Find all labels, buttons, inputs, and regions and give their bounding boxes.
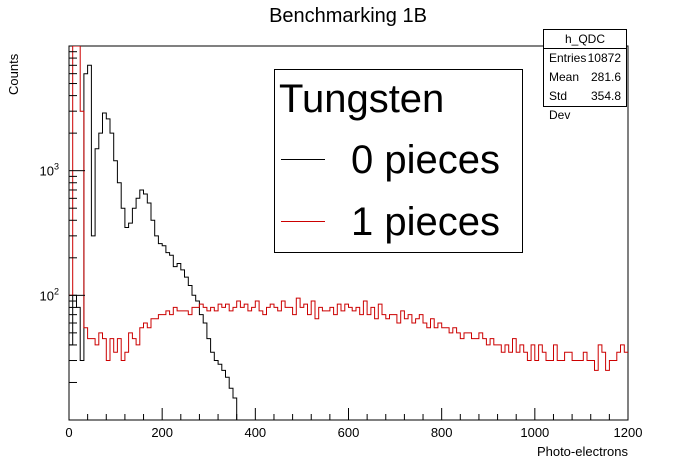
legend-swatch-black xyxy=(281,159,325,160)
legend-label: 1 pieces xyxy=(351,200,500,244)
stats-label: Entries xyxy=(549,51,587,65)
stats-value: 10872 xyxy=(587,51,621,65)
axis-layer: 0 200 400 600 800 1000 1200 102 103 xyxy=(40,51,643,440)
series-0-pieces-line xyxy=(69,64,241,420)
stats-row-entries: Entries 10872 xyxy=(544,49,626,68)
x-tick-label: 400 xyxy=(244,425,266,440)
stats-label: Mean xyxy=(549,70,580,84)
legend-label: 0 pieces xyxy=(351,138,500,182)
chart-title: Benchmarking 1B xyxy=(269,5,427,27)
x-tick-label: 0 xyxy=(65,425,72,440)
stats-label: Std Dev xyxy=(549,89,571,122)
stats-title: h_QDC xyxy=(544,30,626,49)
x-tick-label: 200 xyxy=(151,425,173,440)
stats-row-stddev: Std Dev 354.8 xyxy=(544,87,626,122)
legend-entry-0-pieces: 0 pieces xyxy=(281,137,516,183)
legend-swatch-red xyxy=(281,221,325,222)
x-tick-label: 1200 xyxy=(614,425,643,440)
legend-header: Tungsten xyxy=(279,77,445,121)
legend-entry-1-pieces: 1 pieces xyxy=(281,199,516,245)
x-tick-label: 600 xyxy=(338,425,360,440)
x-axis-label: Photo-electrons xyxy=(537,444,629,459)
stats-box: h_QDC Entries 10872 Mean 281.6 Std Dev 3… xyxy=(543,29,627,122)
legend: Tungsten 0 pieces 1 pieces xyxy=(274,69,523,253)
y-tick-label: 102 xyxy=(40,286,59,303)
series-layer xyxy=(69,46,628,420)
y-axis-label: Counts xyxy=(6,53,21,95)
y-tick-label: 103 xyxy=(40,162,59,179)
stats-value: 281.6 xyxy=(590,70,621,84)
series-1-pieces-line xyxy=(69,46,628,371)
stats-row-mean: Mean 281.6 xyxy=(544,68,626,87)
stats-value: 354.8 xyxy=(590,89,621,103)
x-tick-label: 800 xyxy=(431,425,453,440)
x-tick-label: 1000 xyxy=(520,425,549,440)
